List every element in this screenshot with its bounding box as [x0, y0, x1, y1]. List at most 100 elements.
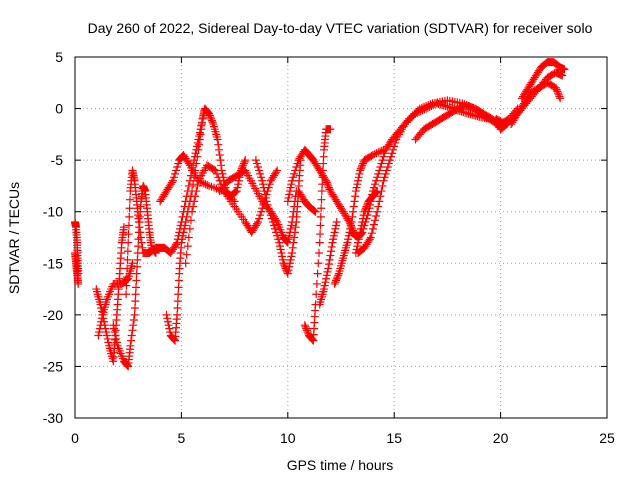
- data-point: [356, 164, 365, 173]
- series-sat-o: [315, 218, 341, 309]
- data-point: [128, 326, 137, 335]
- series-sat-b: [71, 248, 83, 288]
- data-point: [327, 247, 336, 256]
- data-point: [251, 156, 260, 165]
- data-point: [316, 212, 325, 221]
- series-sat-v: [507, 78, 565, 129]
- data-point: [288, 248, 297, 257]
- data-point: [357, 163, 366, 172]
- data-point: [132, 269, 141, 278]
- y-tick-label: -30: [43, 410, 63, 426]
- data-point: [124, 230, 133, 239]
- data-point: [193, 138, 202, 147]
- data-point: [332, 276, 341, 285]
- data-point: [167, 178, 176, 187]
- data-point: [322, 274, 331, 283]
- data-point: [328, 238, 337, 247]
- data-point: [256, 211, 265, 220]
- plot-frame: [74, 56, 608, 419]
- y-tick-label: -10: [43, 204, 63, 220]
- data-point: [317, 204, 326, 213]
- data-point: [97, 314, 106, 323]
- data-point: [425, 102, 434, 111]
- data-point: [353, 242, 362, 251]
- data-point: [170, 335, 179, 344]
- data-point: [74, 279, 83, 288]
- data-point: [283, 267, 292, 276]
- data-point: [197, 178, 206, 187]
- data-point: [213, 135, 222, 144]
- data-point: [293, 159, 302, 168]
- data-point: [371, 188, 380, 197]
- data-point: [125, 195, 134, 204]
- data-point: [207, 114, 216, 123]
- y-tick-label: -5: [51, 152, 64, 168]
- data-point: [211, 166, 220, 175]
- data-point: [560, 65, 569, 74]
- data-point: [131, 297, 140, 306]
- data-point: [285, 187, 294, 196]
- data-point: [272, 228, 281, 237]
- data-point: [331, 224, 340, 233]
- data-point: [193, 152, 202, 161]
- data-point: [406, 114, 415, 123]
- data-point: [320, 281, 329, 290]
- data-point: [358, 159, 367, 168]
- data-point: [193, 181, 202, 190]
- data-point: [286, 224, 295, 233]
- data-point: [133, 262, 142, 271]
- data-point: [315, 238, 324, 247]
- data-point: [194, 145, 203, 154]
- data-point: [127, 331, 136, 340]
- data-point: [112, 334, 121, 343]
- data-point: [552, 85, 561, 94]
- series-sat-m: [300, 125, 335, 345]
- data-point: [402, 118, 411, 127]
- data-point: [372, 176, 381, 185]
- data-point: [252, 219, 261, 228]
- data-point: [254, 218, 263, 227]
- data-point: [370, 150, 379, 159]
- data-point: [201, 180, 210, 189]
- data-point: [322, 178, 331, 187]
- data-point: [374, 148, 383, 157]
- data-point: [189, 202, 198, 211]
- data-point: [379, 176, 388, 185]
- data-point: [285, 190, 294, 199]
- data-point: [97, 317, 106, 326]
- data-point: [284, 235, 293, 244]
- data-point: [379, 152, 388, 161]
- data-point: [197, 120, 206, 129]
- data-point: [178, 235, 187, 244]
- data-point: [330, 228, 339, 237]
- data-point: [163, 314, 172, 323]
- data-point: [352, 183, 361, 192]
- data-point: [239, 159, 248, 168]
- data-point: [350, 197, 359, 206]
- data-point: [348, 212, 357, 221]
- data-point: [268, 218, 277, 227]
- data-point: [415, 108, 424, 117]
- data-point: [231, 187, 240, 196]
- data-point: [288, 243, 297, 252]
- data-point: [263, 200, 272, 209]
- data-point: [215, 150, 224, 159]
- data-point: [260, 187, 269, 196]
- data-point: [173, 303, 182, 312]
- data-point: [172, 166, 181, 175]
- data-point: [174, 290, 183, 299]
- data-point: [329, 231, 338, 240]
- data-point: [376, 163, 385, 172]
- data-point: [361, 205, 370, 214]
- data-point: [122, 290, 131, 299]
- y-axis-ticks: -30 -25 -20 -15 -10 -5 0 5: [43, 49, 607, 426]
- data-point: [287, 180, 296, 189]
- data-point: [276, 245, 285, 254]
- data-point: [171, 169, 180, 178]
- data-point: [332, 218, 341, 227]
- data-point: [94, 331, 103, 340]
- data-point: [353, 180, 362, 189]
- data-point: [254, 163, 263, 172]
- data-point: [354, 238, 363, 247]
- data-points: [71, 58, 569, 371]
